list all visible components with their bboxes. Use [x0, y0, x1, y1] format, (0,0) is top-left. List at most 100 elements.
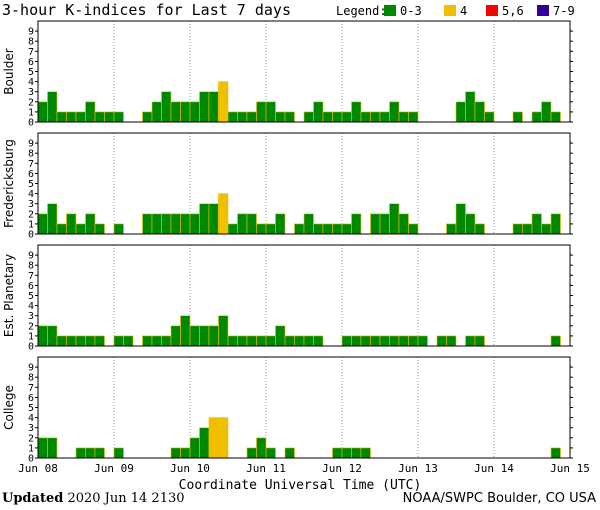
- y-tick-label: 9: [28, 139, 34, 150]
- k-index-bar: [199, 427, 210, 459]
- k-index-bar: [180, 101, 191, 123]
- k-index-bar: [246, 335, 257, 347]
- x-tick-label: Jun 14: [474, 462, 514, 475]
- k-index-bar: [37, 213, 48, 235]
- k-index-bar: [389, 101, 400, 123]
- k-index-bar: [351, 101, 362, 123]
- k-index-bar: [360, 335, 371, 347]
- y-tick-label: 7: [28, 159, 34, 170]
- y-tick-label: 3: [28, 87, 34, 98]
- panels: 0123456789Boulder0123456789Fredericksbur…: [2, 20, 573, 465]
- x-tick-labels: Jun 08 Jun 09 Jun 10 Jun 11 Jun 12 Jun 13 Jun …: [18, 462, 590, 475]
- k-index-bar: [85, 335, 96, 347]
- legend-entry-label: 4: [460, 4, 467, 18]
- y-tick-label: 5: [28, 67, 34, 78]
- k-index-bar: [161, 91, 172, 123]
- k-index-bar: [474, 101, 485, 123]
- y-tick-label: 8: [28, 373, 34, 384]
- k-index-bar: [237, 111, 248, 123]
- k-index-bar: [550, 335, 561, 347]
- k-index-bar: [379, 213, 390, 235]
- k-index-bar: [85, 213, 96, 235]
- y-tick-label: 5: [28, 179, 34, 190]
- y-tick-label: 1: [28, 331, 34, 342]
- k-index-bar: [408, 111, 419, 123]
- y-tick-label: 2: [28, 321, 34, 332]
- k-index-bar: [313, 335, 324, 347]
- k-index-bar: [56, 111, 67, 123]
- x-tick-label: Jun 08: [18, 462, 58, 475]
- k-index-bar: [161, 213, 172, 235]
- k-index-bar: [398, 111, 409, 123]
- k-index-bar: [75, 335, 86, 347]
- source-credit: NOAA/SWPC Boulder, CO USA: [402, 491, 596, 506]
- k-index-bar: [170, 447, 181, 459]
- k-index-bar: [275, 111, 286, 123]
- y-tick-label: 3: [28, 199, 34, 210]
- k-index-bar: [170, 101, 181, 123]
- k-index-bar: [332, 111, 343, 123]
- k-index-bar: [113, 111, 124, 123]
- k-index-bar: [341, 447, 352, 459]
- k-index-bar: [208, 203, 219, 235]
- k-index-bar: [189, 213, 200, 235]
- k-index-bar: [142, 111, 153, 123]
- k-index-bar: [189, 101, 200, 123]
- k-index-bar: [550, 447, 561, 459]
- k-index-bar: [351, 213, 362, 235]
- y-tick-label: 9: [28, 251, 34, 262]
- k-index-bar: [113, 223, 124, 235]
- x-tick-label: Jun 09: [94, 462, 134, 475]
- k-index-bar: [208, 325, 219, 347]
- station-label: Fredericksburg: [2, 139, 16, 228]
- k-index-bar: [398, 335, 409, 347]
- y-tick-label: 1: [28, 219, 34, 230]
- y-tick-label: 4: [28, 301, 34, 312]
- panel-frame: [37, 244, 571, 347]
- k-index-bar: [322, 223, 333, 235]
- k-index-bar: [284, 335, 295, 347]
- legend-swatch: [537, 5, 549, 16]
- y-tick-label: 7: [28, 47, 34, 58]
- k-index-bar: [161, 335, 172, 347]
- updated-label: Updated: [2, 491, 64, 506]
- k-index-bar: [389, 203, 400, 235]
- k-index-bar: [227, 111, 238, 123]
- k-index-bar: [170, 325, 181, 347]
- k-index-bar: [218, 81, 229, 123]
- k-index-bar: [541, 101, 552, 123]
- k-index-bar: [341, 223, 352, 235]
- y-tick-label: 9: [28, 27, 34, 38]
- legend-entry-label: 0-3: [400, 4, 422, 18]
- k-index-bar: [484, 111, 495, 123]
- k-index-bar: [455, 101, 466, 123]
- y-tick-label: 7: [28, 271, 34, 282]
- panel-frame: [37, 20, 571, 123]
- station-label: College: [2, 385, 16, 430]
- y-tick-label: 6: [28, 393, 34, 404]
- y-tick-label: 5: [28, 291, 34, 302]
- chart-title: 3-hour K-indices for Last 7 days: [2, 1, 291, 19]
- y-tick-label: 8: [28, 37, 34, 48]
- k-index-bar: [113, 335, 124, 347]
- x-axis-label: Coordinate Universal Time (UTC): [179, 478, 422, 493]
- legend-swatch: [444, 5, 456, 16]
- k-index-bar: [246, 111, 257, 123]
- k-index-bar: [170, 213, 181, 235]
- k-index-bar: [341, 335, 352, 347]
- y-tick-label: 6: [28, 57, 34, 68]
- k-index-bar: [389, 335, 400, 347]
- y-tick-label: 4: [28, 77, 34, 88]
- k-index-bar: [37, 437, 48, 459]
- k-index-bar: [94, 111, 105, 123]
- k-index-bar: [531, 213, 542, 235]
- k-index-bar: [66, 335, 77, 347]
- y-tick-label: 0: [28, 230, 34, 241]
- k-index-bar: [370, 111, 381, 123]
- k-index-bar: [370, 213, 381, 235]
- panel-frame: [37, 356, 571, 459]
- k-index-bar: [294, 335, 305, 347]
- k-index-bar: [208, 417, 219, 459]
